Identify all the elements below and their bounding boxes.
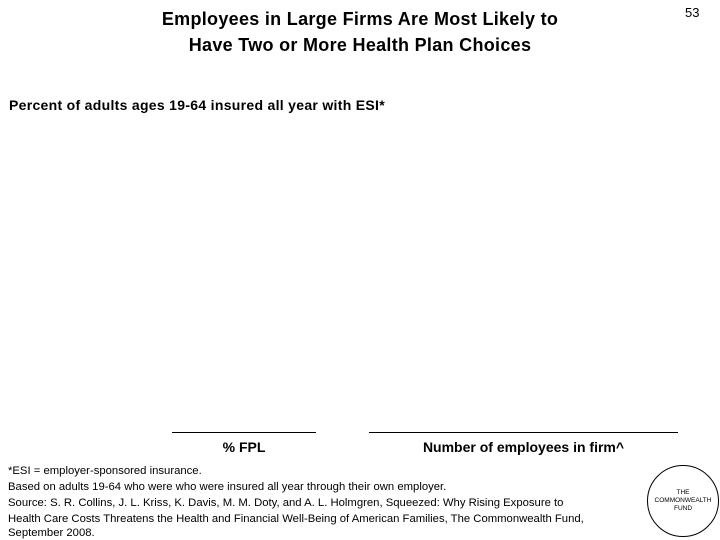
- group-rule: [369, 432, 678, 433]
- logo: THE COMMONWEALTH FUND: [647, 465, 719, 537]
- group-label: Number of employees in firm^: [422, 439, 625, 455]
- logo-text: THE: [676, 489, 690, 496]
- group-rule: [172, 432, 316, 433]
- footnote: Source: S. R. Collins, J. L. Kriss, K. D…: [8, 497, 564, 509]
- group-label: % FPL: [222, 439, 266, 455]
- page-number: 53: [685, 5, 700, 20]
- footnote: Health Care Costs Threatens the Health a…: [8, 513, 584, 525]
- footnote: *ESI = employer-sponsored insurance.: [8, 465, 202, 477]
- footnote: Based on adults 19-64 who were who were …: [8, 481, 447, 493]
- title-line: Have Two or More Health Plan Choices: [188, 35, 532, 55]
- subtitle: Percent of adults ages 19-64 insured all…: [9, 97, 385, 113]
- logo-text: FUND: [673, 505, 693, 512]
- title-line: Employees in Large Firms Are Most Likely…: [161, 9, 559, 29]
- logo-text: COMMONWEALTH: [654, 497, 712, 504]
- footnote: September 2008.: [8, 527, 95, 539]
